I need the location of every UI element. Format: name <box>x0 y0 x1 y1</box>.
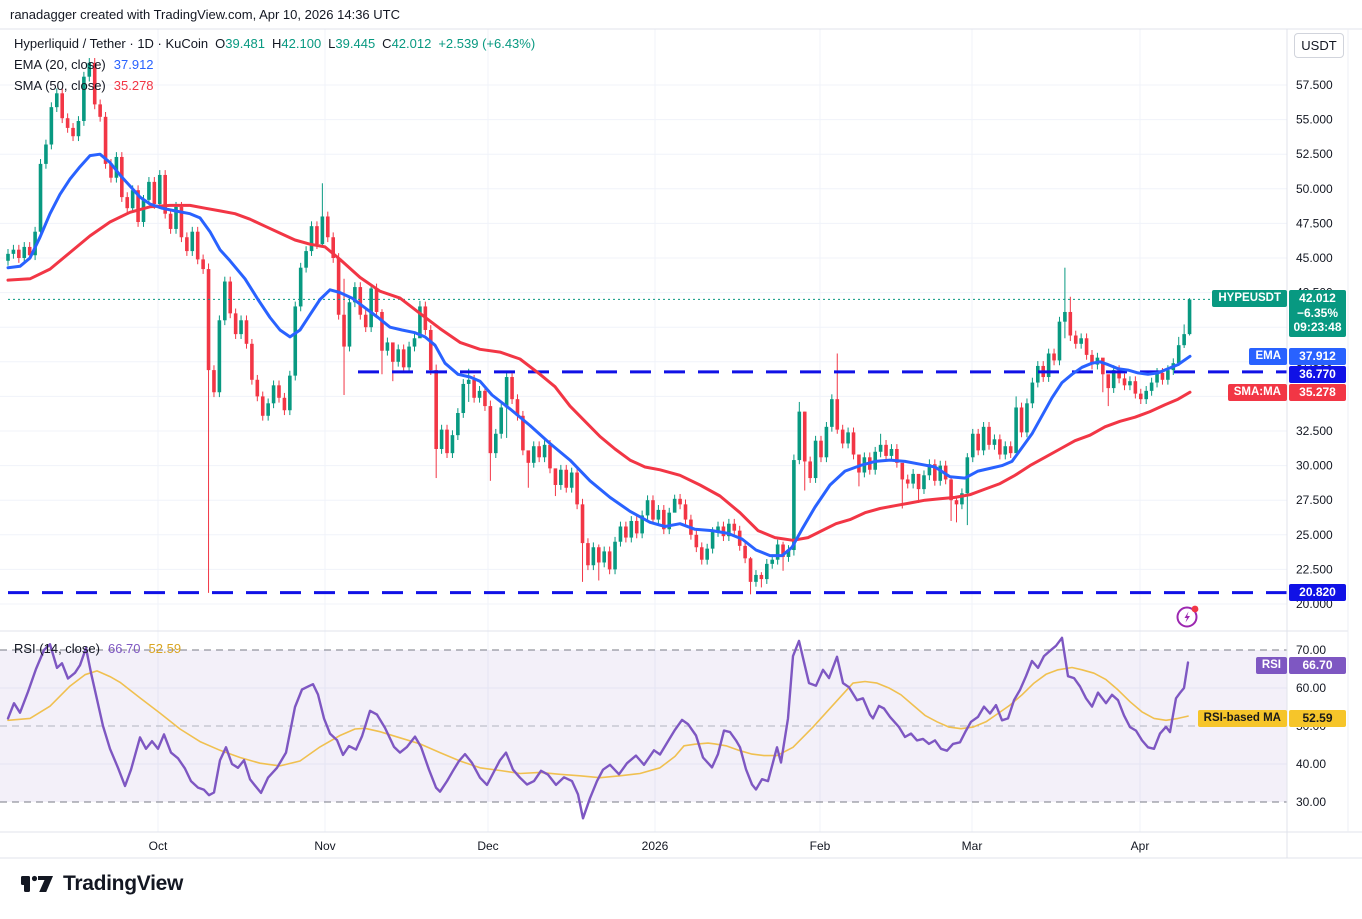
low-label: L <box>328 36 336 51</box>
change-value: +2.539 (+6.43%) <box>438 36 536 51</box>
price-tick-label: 47.500 <box>1296 216 1333 230</box>
rsi-ma-value: 52.59 <box>148 641 182 656</box>
lower-level-badge: 20.820 <box>1289 584 1346 601</box>
chart-legend: Hyperliquid / Tether · 1D · KuCoin O39.48… <box>14 36 535 99</box>
rsi-axis-label: RSI <box>1255 657 1287 674</box>
rsi-ma-axis-label: RSI-based MA <box>1197 710 1287 727</box>
symbol-price-label: HYPEUSDT <box>1212 290 1287 307</box>
high-label: H <box>272 36 282 51</box>
sma-axis-label: SMA:MA <box>1227 384 1287 401</box>
sma-legend-row[interactable]: SMA (50, close) 35.278 <box>14 78 535 94</box>
price-axis-labels: 57.50055.00052.50050.00047.50045.00042.5… <box>1296 78 1333 809</box>
sma-value-badge: 35.278 <box>1289 384 1346 401</box>
ema-name: EMA (20, close) <box>14 57 106 72</box>
close-value: 42.012 <box>391 36 432 51</box>
time-tick-label: 2026 <box>642 839 669 853</box>
level-lines <box>8 298 1287 595</box>
time-tick-label: Apr <box>1131 839 1150 853</box>
price-tick-label: 22.500 <box>1296 562 1333 576</box>
symbol-title[interactable]: Hyperliquid / Tether · 1D · KuCoin <box>14 36 209 51</box>
rsi-ma-value-badge: 52.59 <box>1289 710 1346 727</box>
time-tick-label: Dec <box>477 839 498 853</box>
open-value: 39.481 <box>225 36 266 51</box>
attribution-text: ranadagger created with TradingView.com,… <box>10 7 400 22</box>
price-tick-label: 50.000 <box>1296 182 1333 196</box>
rsi-legend-row[interactable]: RSI (14, close) 66.70 52.59 <box>14 641 181 656</box>
rsi-value-badge: 66.70 <box>1289 657 1346 674</box>
last-price-change: −6.35% <box>1296 305 1339 320</box>
price-tick-label: 27.500 <box>1296 493 1333 507</box>
rsi-name: RSI (14, close) <box>14 641 100 656</box>
tradingview-logo[interactable]: TradingView <box>20 872 183 896</box>
time-axis-labels: Oct Nov Dec 2026 Feb Mar Apr <box>149 839 1150 853</box>
rsi-series <box>6 636 1190 820</box>
upper-level-badge: 36.770 <box>1289 366 1346 383</box>
ema-axis-label: EMA <box>1249 348 1287 365</box>
price-tick-label: 32.500 <box>1296 424 1333 438</box>
low-value: 39.445 <box>335 36 376 51</box>
rsi-band <box>0 649 1287 803</box>
currency-toggle-button[interactable]: USDT <box>1294 33 1344 58</box>
sma-name: SMA (50, close) <box>14 78 106 93</box>
price-tick-label: 55.000 <box>1296 113 1333 127</box>
open-label: O <box>215 36 226 51</box>
close-label: C <box>382 36 392 51</box>
rsi-tick-label: 30.00 <box>1296 795 1326 809</box>
tradingview-logo-text: TradingView <box>63 872 184 895</box>
rsi-value: 66.70 <box>107 641 141 656</box>
time-tick-label: Mar <box>962 839 983 853</box>
rsi-tick-label: 70.00 <box>1296 643 1326 657</box>
symbol-legend-row[interactable]: Hyperliquid / Tether · 1D · KuCoin O39.48… <box>14 36 535 52</box>
rsi-tick-label: 40.00 <box>1296 757 1326 771</box>
pane-borders <box>0 28 1362 859</box>
candlestick-series <box>6 58 1192 595</box>
ema-value: 37.912 <box>113 57 154 72</box>
ema-value-badge: 37.912 <box>1289 348 1346 365</box>
last-price-badge: 42.012 −6.35% 09:23:48 <box>1289 290 1346 337</box>
flash-icon[interactable] <box>1175 604 1201 630</box>
tradingview-logo-icon <box>21 875 53 892</box>
price-tick-label: 45.000 <box>1296 251 1333 265</box>
last-price-value: 42.012 <box>1299 291 1336 305</box>
price-tick-label: 25.000 <box>1296 528 1333 542</box>
time-tick-label: Nov <box>314 839 335 853</box>
time-tick-label: Oct <box>149 839 168 853</box>
price-tick-label: 52.500 <box>1296 147 1333 161</box>
time-tick-label: Feb <box>810 839 831 853</box>
price-tick-label: 57.500 <box>1296 78 1333 92</box>
bar-countdown: 09:23:48 <box>1293 320 1342 334</box>
rsi-tick-label: 60.00 <box>1296 681 1326 695</box>
high-value: 42.100 <box>281 36 322 51</box>
ema-legend-row[interactable]: EMA (20, close) 37.912 <box>14 57 535 73</box>
sma-value: 35.278 <box>113 78 154 93</box>
price-tick-label: 30.000 <box>1296 459 1333 473</box>
moving-averages <box>6 152 1192 558</box>
